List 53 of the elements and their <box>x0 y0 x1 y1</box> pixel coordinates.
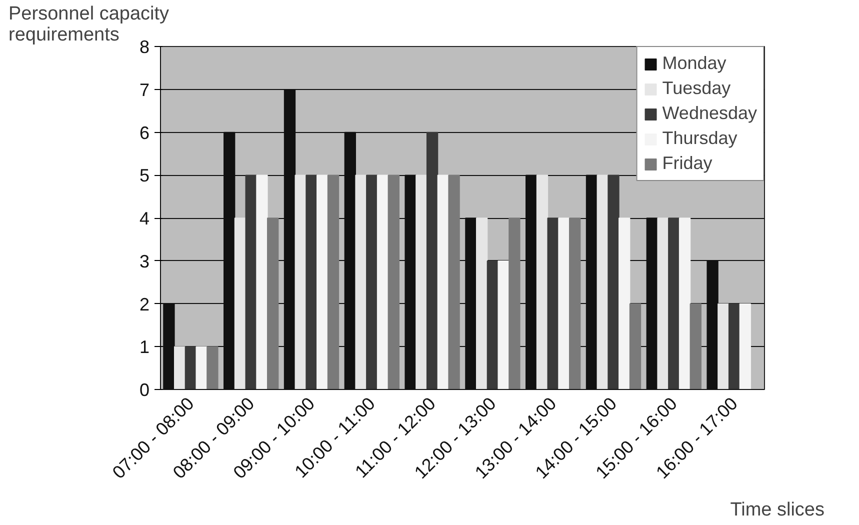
bar <box>498 260 510 390</box>
bar <box>316 174 328 390</box>
bar <box>174 346 186 390</box>
y-tick-label: 5 <box>139 166 150 186</box>
legend-label: Wednesday <box>662 103 757 124</box>
bar <box>657 218 669 390</box>
legend-label: Monday <box>662 53 726 74</box>
bar <box>355 174 367 390</box>
y-tick-label: 3 <box>139 251 150 272</box>
bar <box>267 218 279 390</box>
bar <box>508 218 520 390</box>
bar <box>596 174 608 390</box>
bar <box>245 174 257 390</box>
legend-label: Thursday <box>662 128 738 149</box>
y-tick-label: 0 <box>139 380 150 400</box>
bar <box>678 218 691 390</box>
bar <box>437 174 450 390</box>
bar <box>448 174 460 390</box>
bar <box>196 346 208 390</box>
bar <box>690 303 702 390</box>
x-axis-title: Time slices <box>730 500 825 520</box>
bar <box>728 303 740 390</box>
y-tick-label: 6 <box>139 122 150 143</box>
y-tick-label: 2 <box>139 294 150 314</box>
bar <box>718 303 730 390</box>
bar <box>426 132 438 390</box>
bar <box>306 174 318 390</box>
bar <box>536 174 548 390</box>
bar <box>558 218 570 390</box>
bar <box>569 218 581 390</box>
bar <box>547 218 559 390</box>
bar <box>234 218 246 390</box>
bar <box>608 174 620 390</box>
bar <box>739 303 752 390</box>
bar <box>618 218 630 390</box>
bar <box>184 346 197 390</box>
bar <box>668 218 680 390</box>
bar <box>376 174 389 390</box>
bar <box>416 174 428 390</box>
bar <box>388 174 400 390</box>
y-tick-label: 4 <box>139 208 150 228</box>
bar <box>294 174 306 390</box>
bar <box>327 174 340 390</box>
bar <box>366 174 378 390</box>
bar <box>486 260 499 390</box>
bar <box>476 218 488 390</box>
bar <box>256 174 268 390</box>
y-tick-label: 7 <box>139 80 150 100</box>
bar <box>206 346 218 390</box>
bar <box>629 303 642 390</box>
legend-label: Friday <box>662 153 712 174</box>
legend-label: Tuesday <box>662 78 731 99</box>
y-tick-label: 1 <box>139 337 150 358</box>
